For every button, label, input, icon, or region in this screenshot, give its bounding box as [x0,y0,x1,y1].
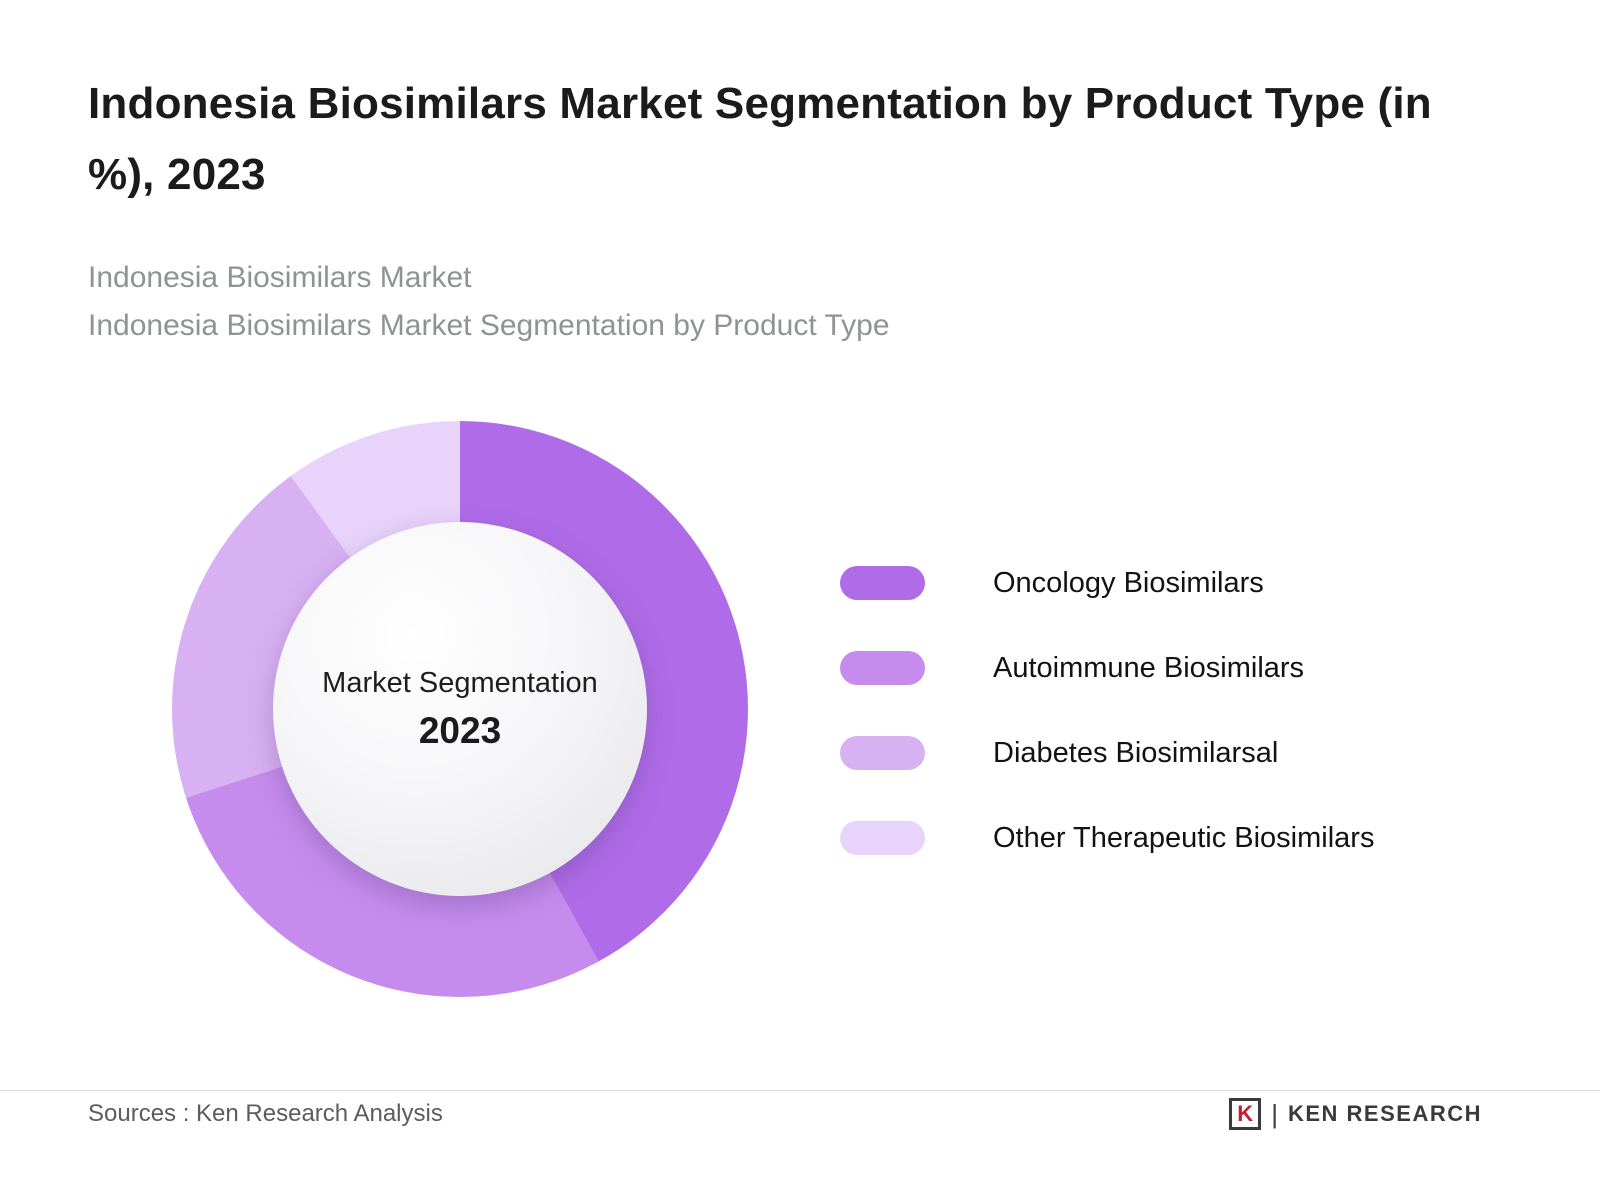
subtitle-line-1: Indonesia Biosimilars Market [88,261,472,294]
footer-divider [0,1090,1600,1091]
legend-swatch-autoimmune [840,651,925,685]
chart-legend: Oncology Biosimilars Autoimmune Biosimil… [840,566,1374,855]
donut-chart: Market Segmentation 2023 [172,421,748,997]
legend-label-autoimmune: Autoimmune Biosimilars [993,651,1305,684]
legend-item-oncology: Oncology Biosimilars [840,566,1374,600]
legend-item-diabetes: Diabetes Biosimilarsal [840,736,1374,770]
subtitle-line-2: Indonesia Biosimilars Market Segmentatio… [88,309,890,342]
ken-research-logo-icon: K [1229,1098,1262,1130]
legend-swatch-oncology [840,566,925,600]
ken-research-logo: K | KEN RESEARCH [1229,1098,1482,1130]
legend-swatch-other [840,821,925,855]
logo-separator: | [1271,1098,1278,1129]
ken-research-logo-text: KEN RESEARCH [1287,1101,1482,1126]
donut-center-year: 2023 [418,709,502,751]
donut-center-label: Market Segmentation [322,666,598,699]
source-text: Sources : Ken Research Analysis [88,1100,443,1127]
legend-item-autoimmune: Autoimmune Biosimilars [840,651,1374,685]
subtitle: Indonesia Biosimilars Market Indonesia B… [88,254,1388,350]
legend-item-other: Other Therapeutic Biosimilars [840,821,1374,855]
legend-label-oncology: Oncology Biosimilars [993,566,1264,599]
donut-center: Market Segmentation 2023 [273,522,647,896]
legend-label-diabetes: Diabetes Biosimilarsal [993,736,1279,769]
legend-label-other: Other Therapeutic Biosimilars [993,821,1375,854]
page-title: Indonesia Biosimilars Market Segmentatio… [88,79,1432,200]
legend-swatch-diabetes [840,736,925,770]
